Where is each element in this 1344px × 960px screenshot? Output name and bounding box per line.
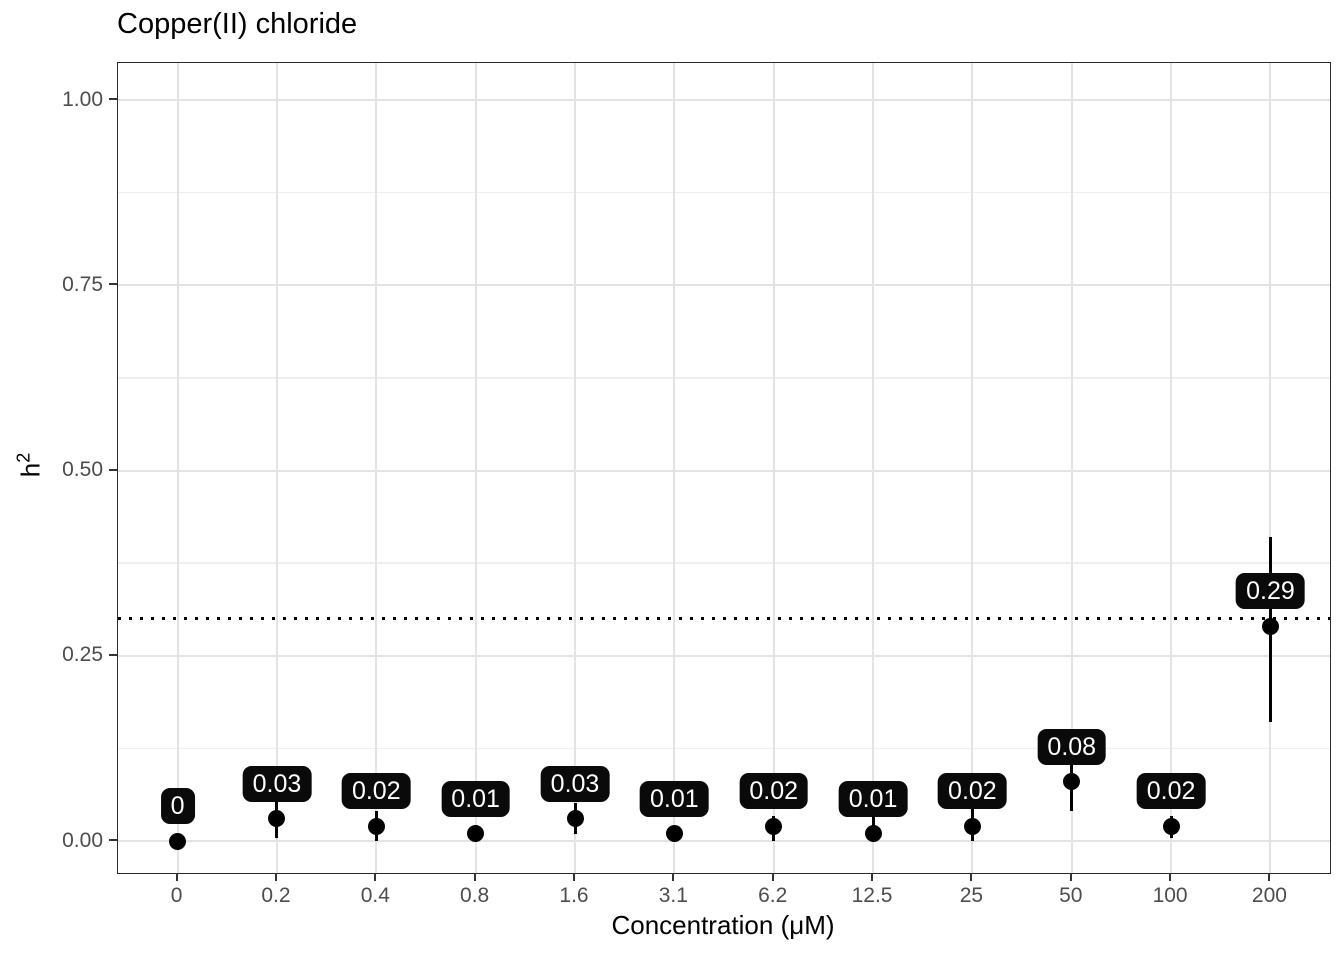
y-axis-tick: [109, 839, 117, 841]
x-axis-tick: [175, 873, 178, 881]
data-point: [566, 810, 584, 828]
gridline-horizontal-major: [118, 654, 1330, 657]
y-axis-tick: [109, 468, 117, 471]
gridline-vertical-major: [1269, 63, 1272, 873]
y-tick-label: 0.25: [62, 643, 103, 667]
gridline-vertical-major: [176, 63, 179, 873]
gridline-horizontal-major: [118, 284, 1330, 287]
point-value-label: 0.08: [1037, 728, 1107, 765]
gridline-vertical-major: [673, 63, 676, 873]
gridline-horizontal-minor: [118, 747, 1330, 750]
gridline-vertical-major: [574, 63, 576, 873]
x-tick-label: 0.4: [360, 884, 390, 907]
x-tick-label: 50: [1059, 884, 1083, 907]
x-axis-tick: [771, 873, 774, 881]
x-axis-tick: [374, 873, 377, 881]
y-tick-label: 0.00: [62, 828, 103, 852]
gridline-horizontal-major: [118, 99, 1330, 101]
x-axis-tick: [970, 873, 973, 881]
gridline-vertical-major: [375, 63, 378, 873]
point-value-label: 0.02: [1136, 773, 1206, 810]
point-value-label: 0.01: [441, 780, 510, 817]
y-axis-tick: [109, 653, 117, 656]
x-axis-tick: [672, 873, 675, 881]
gridline-vertical-major: [1170, 63, 1173, 873]
x-axis-tick: [1268, 873, 1271, 881]
gridline-vertical-major: [1070, 63, 1073, 873]
gridline-vertical-major: [971, 63, 974, 873]
x-tick-label: 3.1: [658, 884, 688, 907]
gridline-horizontal-major: [118, 840, 1330, 842]
data-point: [169, 832, 187, 850]
point-value-label: 0.01: [640, 780, 709, 817]
data-point: [1162, 817, 1180, 835]
point-value-label: 0.02: [341, 773, 411, 810]
point-value-label: 0.02: [739, 773, 809, 810]
data-point: [665, 825, 683, 843]
data-point: [1063, 773, 1081, 791]
y-tick-label: 0.75: [62, 272, 103, 296]
y-tick-label: 0.50: [62, 458, 103, 481]
data-point: [268, 810, 286, 828]
gridline-horizontal-major: [118, 469, 1330, 472]
data-point: [765, 817, 783, 835]
gridline-vertical-major: [474, 63, 477, 873]
y-tick-label: 1.00: [62, 87, 103, 111]
data-point: [367, 817, 385, 835]
x-axis-tick: [871, 873, 874, 881]
x-tick-label: 0.8: [460, 884, 490, 907]
y-axis-tick: [109, 283, 117, 286]
x-tick-label: 6.2: [758, 884, 788, 907]
x-axis-tick: [1169, 873, 1172, 881]
point-value-label: 0.01: [838, 780, 908, 817]
x-axis-tick: [473, 873, 476, 881]
x-tick-label: 100: [1152, 884, 1188, 907]
gridline-horizontal-minor: [118, 191, 1330, 194]
gridline-horizontal-minor: [118, 377, 1330, 379]
x-axis-tick: [1069, 873, 1072, 881]
point-value-label: 0.02: [938, 773, 1007, 810]
x-tick-label: 0.2: [261, 884, 291, 907]
point-value-label: 0.29: [1236, 573, 1305, 610]
chart-title: Copper(II) chloride: [117, 8, 358, 40]
x-tick-label: 200: [1251, 884, 1287, 907]
gridline-horizontal-minor: [118, 562, 1330, 564]
y-axis-tick: [109, 98, 117, 100]
plot-panel: 0 0.03 0.02 0.01 0.03 0.01 0.02 0.01 0.02 0.08 0.0…: [117, 62, 1331, 874]
point-value-label: 0: [160, 788, 195, 824]
reference-line: [118, 617, 1330, 621]
data-point: [963, 817, 981, 835]
data-point: [1261, 617, 1279, 635]
point-value-label: 0.03: [242, 765, 312, 802]
gridline-vertical-major: [772, 63, 775, 873]
x-axis-tick: [274, 873, 277, 881]
point-value-label: 0.03: [540, 765, 610, 802]
x-axis-tick: [573, 873, 575, 881]
x-tick-label: 12.5: [851, 884, 893, 907]
gridline-vertical-major: [275, 63, 278, 873]
x-tick-label: 25: [959, 884, 984, 907]
x-tick-label: 0: [170, 884, 183, 907]
gridline-vertical-major: [872, 63, 875, 873]
data-point: [467, 825, 485, 843]
x-tick-label: 1.6: [559, 884, 589, 907]
x-axis-title: Concentration (μM): [611, 910, 835, 940]
data-point: [864, 825, 882, 843]
